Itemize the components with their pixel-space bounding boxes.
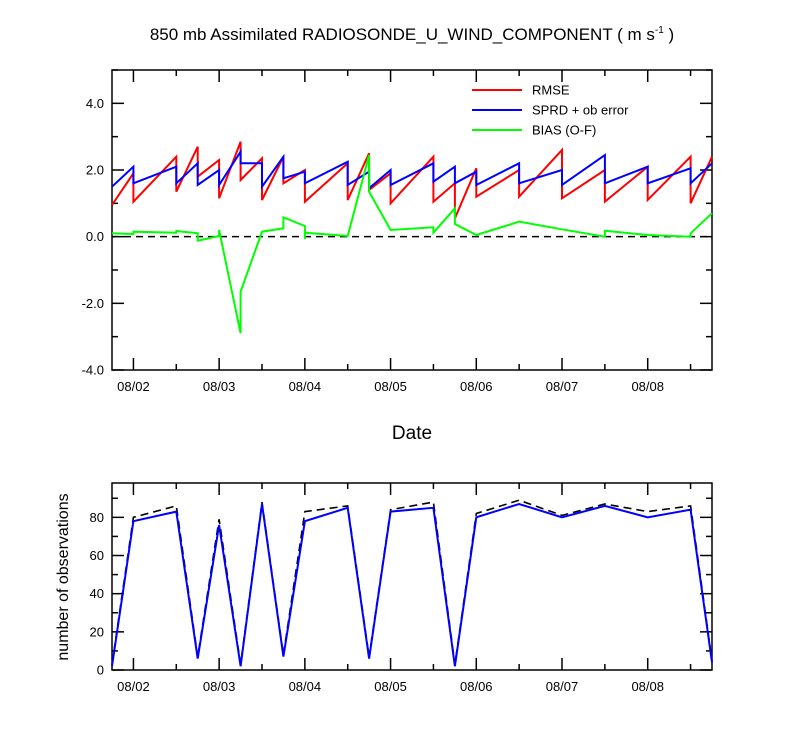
legend-label: BIAS (O-F) [532, 123, 596, 138]
top-labels: 08/02 08/03 08/04 08/05 08/06 08/07 08/08 -4.0 -… [82, 96, 664, 394]
y-tick-label: 40 [90, 586, 104, 601]
x-tick-label: 08/07 [546, 379, 579, 394]
bottom-series [111, 499, 713, 667]
chart-title-end: ) [664, 25, 674, 44]
x-tick-label: 08/07 [546, 679, 579, 694]
top-series [111, 141, 713, 334]
y-tick-label: 60 [90, 548, 104, 563]
series-line-rmse [111, 141, 713, 219]
chart-title-main: 850 mb Assimilated RADIOSONDE_U_WIND_COM… [150, 25, 655, 44]
series-line-used [111, 502, 713, 667]
x-tick-label: 08/02 [117, 679, 150, 694]
x-tick-label: 08/08 [631, 679, 664, 694]
y-tick-label: 0.0 [86, 229, 104, 244]
bottom-ticks [112, 483, 712, 671]
bottom-labels: 08/02 08/03 08/04 08/05 08/06 08/07 08/08 0 20 40… [90, 510, 664, 694]
y-tick-label: 0 [97, 663, 104, 678]
bottom-plot-frame [111, 482, 713, 671]
x-tick-label: 08/04 [289, 679, 322, 694]
x-tick-label: 08/05 [374, 379, 407, 394]
x-tick-label: 08/02 [117, 379, 150, 394]
y-tick-label: 2.0 [86, 163, 104, 178]
legend-label: SPRD + ob error [532, 103, 629, 118]
y-tick-label: 4.0 [86, 96, 104, 111]
chart-title: 850 mb Assimilated RADIOSONDE_U_WIND_COM… [150, 25, 674, 44]
y-tick-label: -4.0 [82, 363, 104, 378]
top-panel: 08/02 08/03 08/04 08/05 08/06 08/07 08/08 -4.0 -… [82, 69, 713, 444]
x-tick-label: 08/04 [289, 379, 322, 394]
series-line-sprd-ob-error [111, 148, 713, 191]
y-axis-label-observations: number of observations [55, 493, 72, 660]
x-tick-label: 08/05 [374, 679, 407, 694]
x-tick-label: 08/06 [460, 379, 493, 394]
legend-label: RMSE [532, 83, 570, 98]
series-line-bias-o-f [111, 154, 713, 334]
top-plot-frame [111, 69, 713, 371]
legend: RMSE SPRD + ob error BIAS (O-F) [472, 83, 629, 138]
bottom-panel: 08/02 08/03 08/04 08/05 08/06 08/07 08/08 0 20 40… [55, 482, 713, 694]
x-tick-label: 08/03 [203, 679, 236, 694]
y-tick-label: 20 [90, 624, 104, 639]
series-line-possible [111, 499, 713, 665]
y-tick-label: -2.0 [82, 296, 104, 311]
x-tick-label: 08/03 [203, 379, 236, 394]
y-tick-label: 80 [90, 510, 104, 525]
chart-title-superscript: -1 [655, 25, 664, 36]
x-axis-label: Date [392, 423, 432, 444]
x-tick-label: 08/06 [460, 679, 493, 694]
x-tick-label: 08/08 [631, 379, 664, 394]
